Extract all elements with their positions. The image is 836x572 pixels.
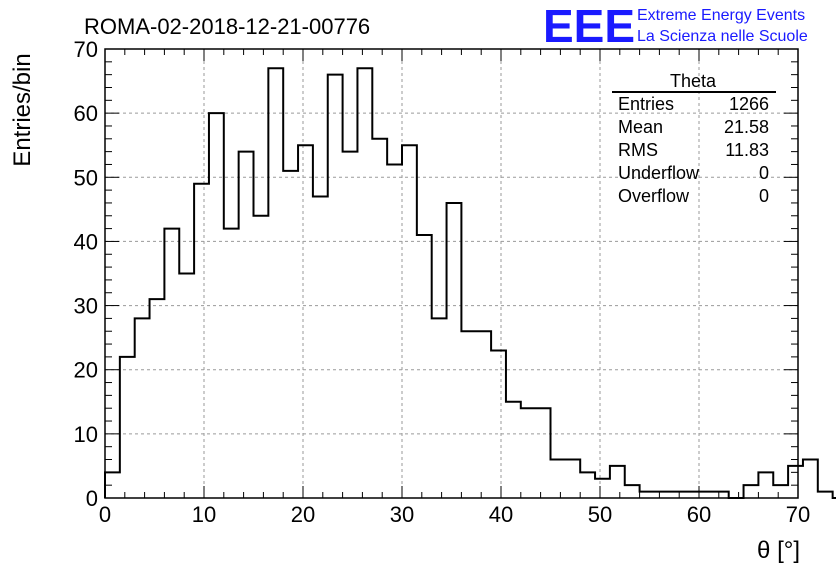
logo-line-2: La Scienza nelle Scuole — [637, 28, 808, 45]
stats-box-title: Theta — [670, 71, 717, 91]
y-axis-label: Entries/bin — [9, 53, 36, 166]
y-tick-label: 60 — [74, 101, 98, 126]
stats-box-rows: Entries 1266 Mean 21.58 RMS 11.83 Underflow 0 Ov… — [618, 94, 769, 206]
x-axis-label: θ [°] — [757, 537, 800, 564]
x-tick-label: 20 — [291, 502, 315, 527]
grid-lines — [105, 49, 798, 498]
chart-title: ROMA-02-2018-12-21-00776 — [84, 14, 370, 39]
stats-box: Theta Entries 1266 Mean 21.58 RMS 11.83 Underf… — [612, 71, 776, 206]
stats-value: 0 — [759, 186, 769, 206]
logo-letters: EEE — [543, 0, 635, 52]
x-tick-label: 10 — [192, 502, 216, 527]
stats-label: Underflow — [618, 163, 700, 183]
plot-frame — [104, 48, 799, 499]
stats-label: Overflow — [618, 186, 690, 206]
stats-value: 11.83 — [725, 140, 769, 160]
x-tick-label: 70 — [786, 502, 810, 527]
x-tick-label: 40 — [489, 502, 513, 527]
stats-value: 21.58 — [724, 117, 769, 137]
y-tick-label: 30 — [74, 294, 98, 319]
stats-label: RMS — [618, 140, 658, 160]
x-tick-labels: 0 10 20 30 40 50 60 70 — [99, 502, 810, 527]
y-tick-label: 50 — [74, 165, 98, 190]
stats-value: 1266 — [729, 94, 769, 114]
y-tick-labels: 0 10 20 30 40 50 60 70 — [74, 37, 98, 511]
axis-ticks — [104, 48, 799, 499]
stats-label: Mean — [618, 117, 663, 137]
stats-value: 0 — [759, 163, 769, 183]
logo-line-1: Extreme Energy Events — [637, 7, 805, 24]
y-tick-label: 0 — [86, 486, 98, 511]
x-tick-label: 30 — [390, 502, 414, 527]
y-tick-label: 20 — [74, 358, 98, 383]
y-tick-label: 10 — [74, 422, 98, 447]
x-tick-label: 60 — [687, 502, 711, 527]
stats-label: Entries — [618, 94, 674, 114]
x-tick-label: 0 — [99, 502, 111, 527]
x-tick-label: 50 — [588, 502, 612, 527]
y-tick-label: 40 — [74, 229, 98, 254]
y-tick-label: 70 — [74, 37, 98, 62]
histogram-series-line — [104, 67, 836, 499]
eee-logo: EEE Extreme Energy Events La Scienza nel… — [543, 0, 808, 52]
